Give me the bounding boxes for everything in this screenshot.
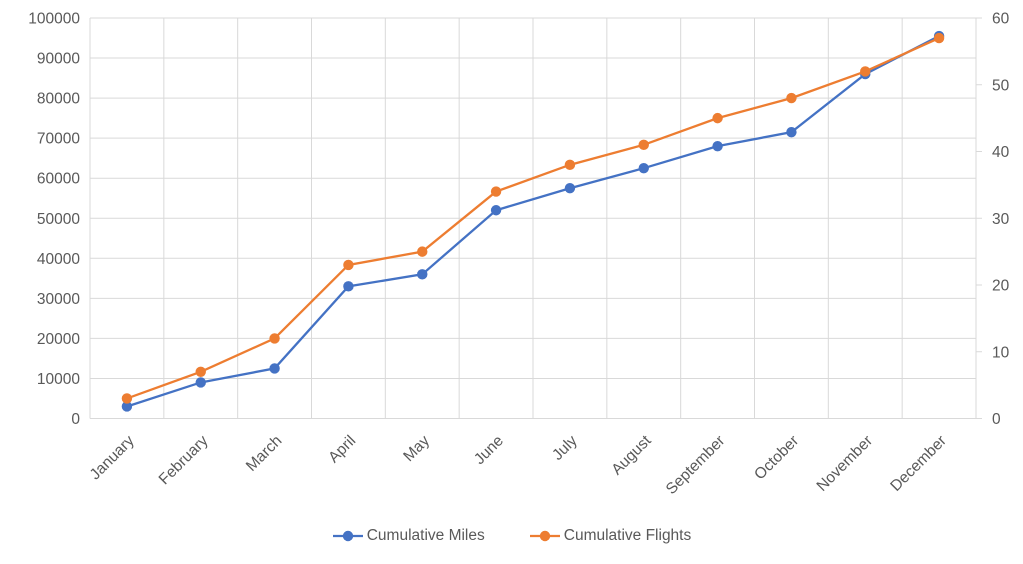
- data-point-cumulative-flights: [195, 366, 206, 377]
- x-axis-label: February: [156, 432, 212, 488]
- y-axis-right-label: 10: [992, 344, 1010, 361]
- y-axis-left-label: 80000: [37, 91, 80, 108]
- flights-line-marker-icon: [529, 530, 560, 542]
- miles-line-marker-icon: [332, 530, 363, 542]
- y-axis-left-label: 30000: [37, 291, 80, 308]
- data-point-cumulative-flights: [269, 333, 280, 344]
- data-point-cumulative-miles: [195, 377, 206, 388]
- data-point-cumulative-flights: [638, 139, 649, 151]
- data-point-cumulative-miles: [269, 363, 280, 374]
- legend-item-cumulative-flights: Cumulative Flights: [529, 527, 692, 545]
- x-axis-label: July: [549, 432, 581, 464]
- x-axis-label: December: [887, 432, 950, 495]
- data-point-cumulative-miles: [712, 140, 723, 152]
- data-point-cumulative-flights: [121, 393, 133, 404]
- y-axis-left-label: 0: [71, 411, 80, 428]
- y-axis-right-label: 50: [992, 77, 1010, 94]
- series-line-cumulative-flights: [126, 36, 940, 400]
- x-axis-label: October: [751, 432, 802, 483]
- data-point-cumulative-flights: [786, 92, 797, 104]
- data-point-cumulative-miles: [417, 269, 428, 280]
- y-axis-right-label: 30: [992, 211, 1010, 228]
- x-axis-label: August: [608, 432, 655, 479]
- y-axis-left-label: 20000: [37, 331, 80, 348]
- y-axis-left-label: 40000: [37, 251, 80, 268]
- y-axis-right-label: 60: [992, 11, 1010, 28]
- data-point-cumulative-flights: [712, 112, 723, 124]
- y-axis-left-label: 10000: [37, 371, 80, 388]
- data-point-cumulative-flights: [343, 259, 354, 271]
- data-point-cumulative-miles: [121, 401, 133, 412]
- y-axis-right-label: 40: [992, 144, 1010, 161]
- y-axis-left-label: 100000: [28, 11, 80, 28]
- y-axis-left-label: 60000: [37, 171, 80, 188]
- chart-legend: Cumulative Miles Cumulative Flights: [0, 527, 1023, 545]
- legend-item-cumulative-miles: Cumulative Miles: [332, 527, 485, 545]
- data-point-cumulative-flights: [417, 246, 428, 257]
- data-point-cumulative-miles: [490, 205, 502, 216]
- data-point-cumulative-flights: [860, 66, 871, 77]
- data-point-cumulative-miles: [638, 162, 649, 174]
- y-axis-left-label: 50000: [37, 211, 80, 228]
- data-point-cumulative-miles: [786, 126, 797, 138]
- x-axis-label: January: [87, 432, 138, 483]
- x-axis-label: November: [813, 432, 876, 495]
- data-point-cumulative-flights: [564, 159, 576, 171]
- legend-label-miles: Cumulative Miles: [366, 527, 485, 544]
- y-axis-right-label: 20: [992, 278, 1010, 295]
- x-axis-label: May: [400, 432, 433, 465]
- y-axis-left-label: 70000: [37, 131, 80, 148]
- legend-label-flights: Cumulative Flights: [563, 527, 692, 544]
- series-line-cumulative-miles: [126, 35, 940, 408]
- x-axis-label: April: [325, 432, 359, 466]
- data-point-cumulative-miles: [343, 281, 354, 292]
- data-point-cumulative-flights: [490, 186, 502, 197]
- x-axis-label: March: [243, 432, 285, 474]
- y-axis-left-label: 90000: [37, 51, 80, 68]
- x-axis-label: September: [663, 432, 729, 498]
- y-axis-right-label: 0: [992, 411, 1001, 428]
- data-point-cumulative-miles: [564, 183, 576, 194]
- x-axis-label: June: [471, 432, 507, 468]
- data-point-cumulative-flights: [933, 32, 945, 44]
